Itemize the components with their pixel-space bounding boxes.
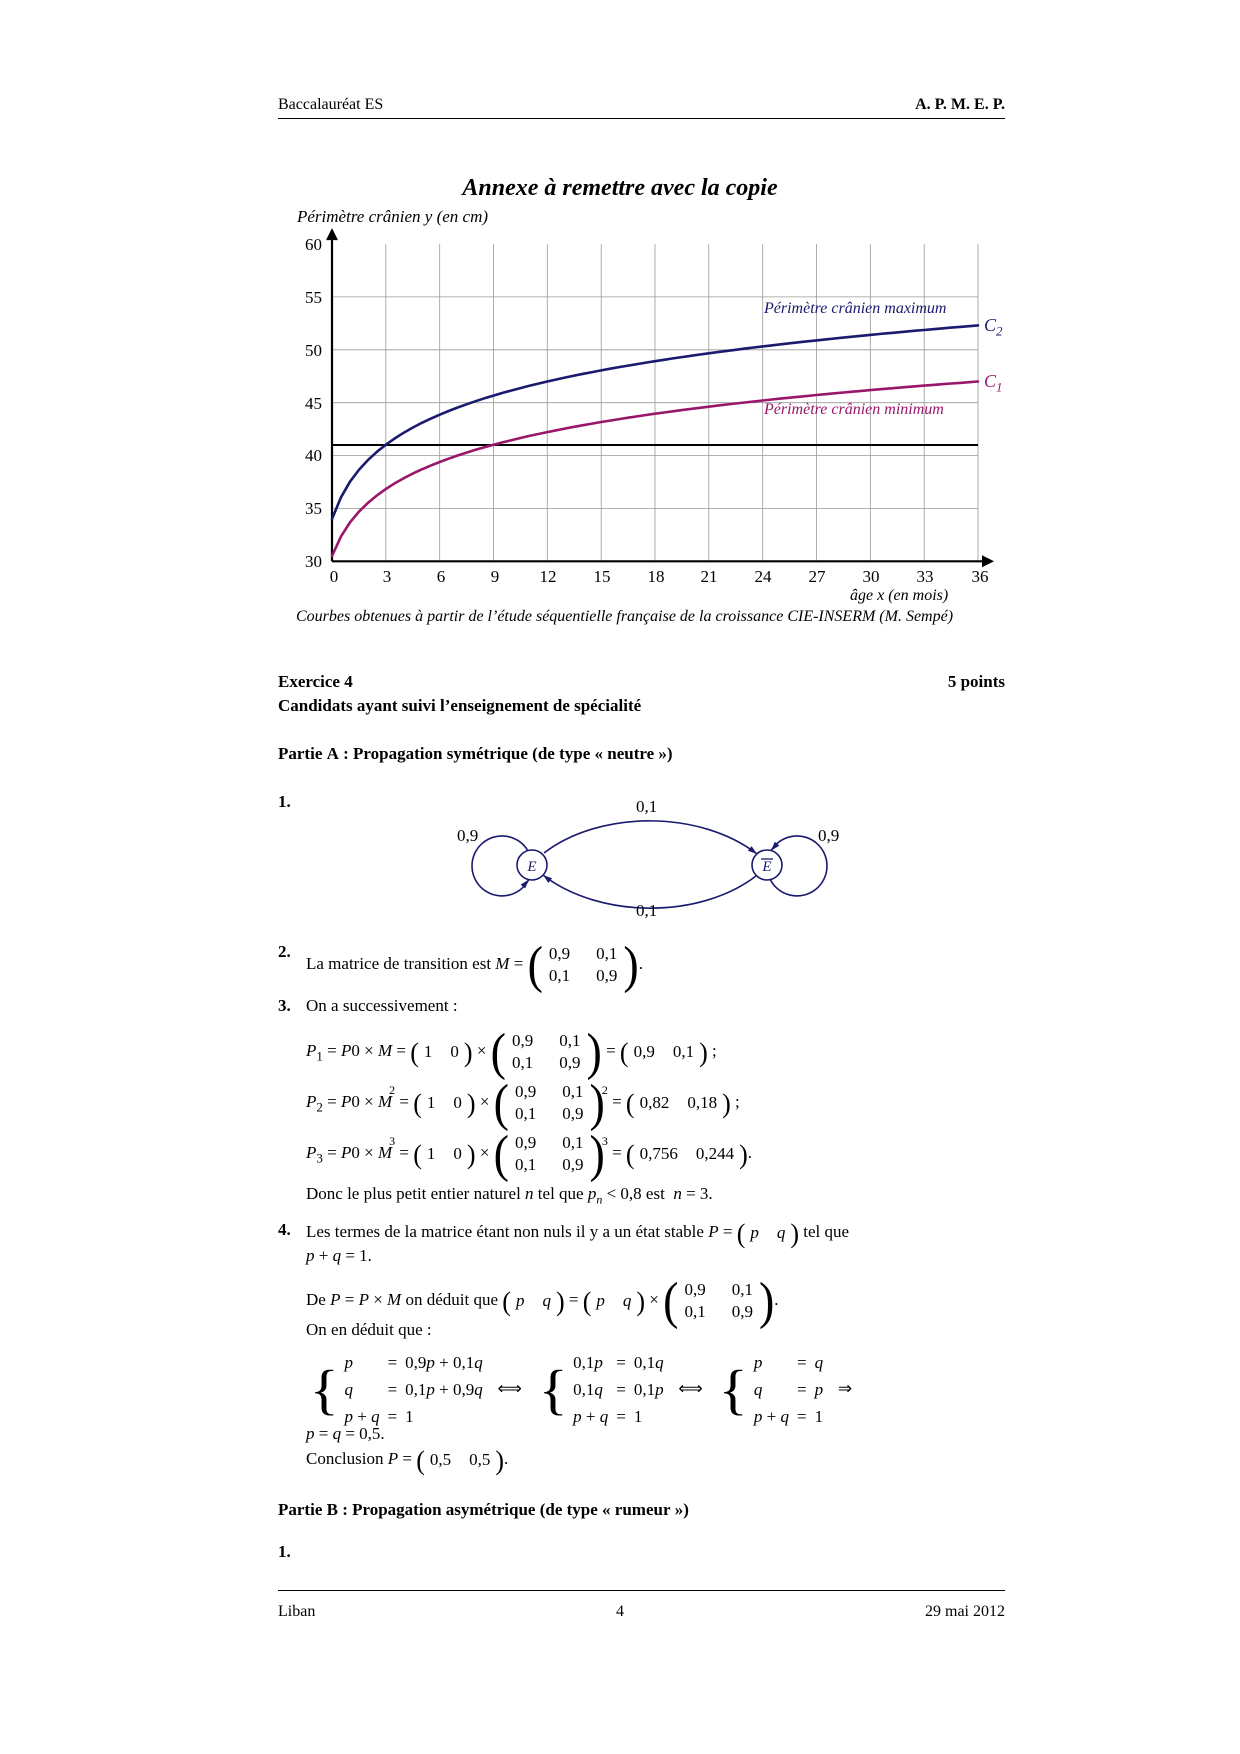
svg-text:E: E [761, 859, 771, 875]
svg-text:E: E [526, 859, 536, 875]
